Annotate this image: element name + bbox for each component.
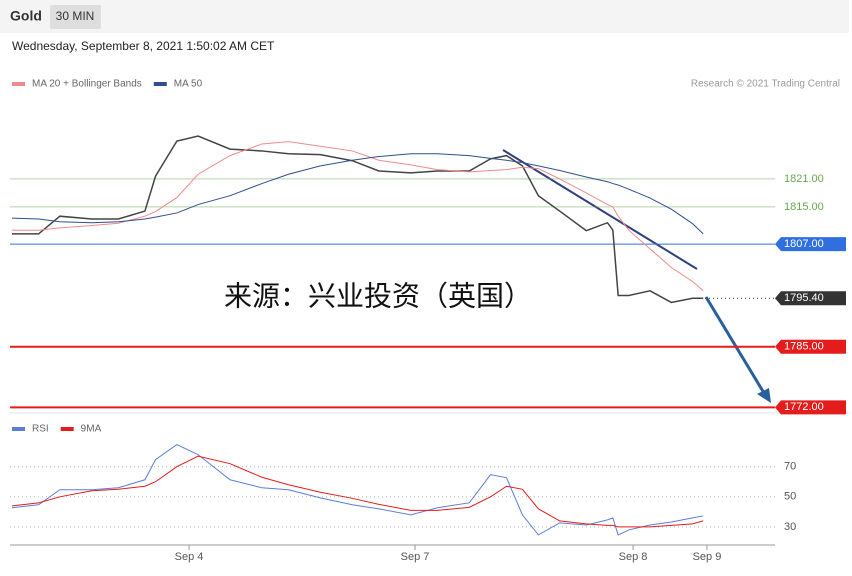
symbol: Gold — [10, 8, 42, 24]
forecast-arrow — [704, 296, 766, 394]
x-tick-label: Sep 4 — [175, 551, 204, 563]
series-line — [11, 153, 704, 235]
legend-swatch — [12, 427, 25, 431]
level-label: 1785.00 — [784, 341, 824, 353]
legend-label: 9MA — [81, 424, 102, 435]
legend-swatch — [60, 427, 74, 431]
level-tag — [775, 339, 846, 354]
legend-label: RSI — [32, 424, 49, 435]
series-line — [11, 443, 704, 536]
watermark: 来源：兴业投资（英国） — [224, 280, 532, 311]
arrow-head — [757, 388, 771, 403]
level-tag — [775, 237, 846, 252]
timestamp: Wednesday, September 8, 2021 1:50:02 AM … — [12, 39, 275, 53]
series-line — [12, 135, 704, 304]
level-label: 1795.40 — [784, 292, 824, 304]
level-label: 1772.00 — [784, 401, 824, 413]
level-label: 1807.00 — [784, 238, 824, 250]
level-label: 1821.00 — [784, 173, 824, 185]
legend-swatch — [153, 82, 167, 86]
series-line — [12, 141, 704, 292]
header-bar — [0, 0, 849, 33]
legend-swatch — [12, 82, 25, 86]
y-tick-label: 70 — [784, 461, 796, 473]
level-label: 1815.00 — [784, 201, 824, 213]
legend-label: MA 20 + Bollinger Bands — [32, 79, 142, 90]
legend-label: MA 50 — [174, 79, 203, 90]
level-tag — [775, 291, 846, 306]
x-tick-label: Sep 7 — [401, 551, 430, 563]
level-tag — [775, 400, 846, 415]
x-tick-label: Sep 8 — [619, 551, 648, 563]
series-line — [11, 455, 704, 528]
interval-badge — [50, 5, 101, 29]
trend-line — [502, 149, 698, 270]
x-tick-label: Sep 9 — [693, 551, 722, 563]
y-tick-label: 30 — [784, 521, 796, 533]
source: Research © 2021 Trading Central — [691, 79, 840, 90]
interval: 30 MIN — [56, 9, 95, 23]
y-tick-label: 50 — [784, 491, 796, 503]
